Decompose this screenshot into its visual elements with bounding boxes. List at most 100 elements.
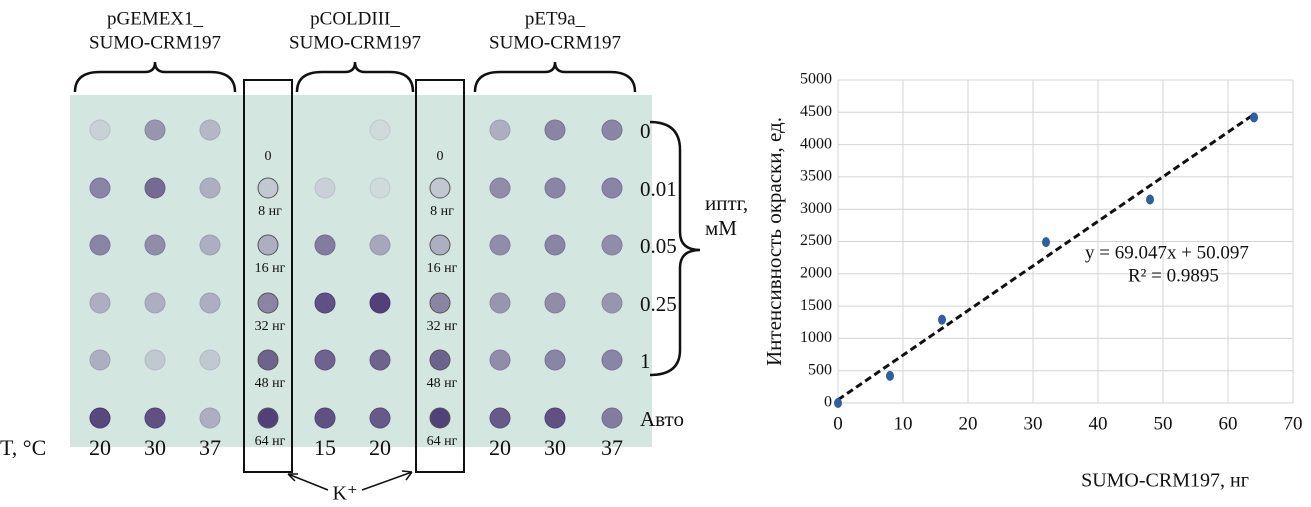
standard-label: 48 нг [427,376,458,391]
dot [370,293,390,313]
y-axis-label: Интенсивность окраски, ед. [762,117,786,366]
dot [90,408,110,428]
dot [490,120,510,140]
x-tick-label: 20 [959,413,978,434]
dot [545,178,565,198]
dot [545,408,565,428]
dot [315,293,335,313]
dot [545,350,565,370]
dot [490,235,510,255]
y-tick-label: 1500 [800,297,832,314]
y-tick-label: 4500 [800,103,832,120]
group-label: SUMO-CRM197 [89,32,221,53]
dot [602,408,622,428]
iptg-row-label: 1 [640,349,651,373]
dot [200,178,220,198]
dot [258,408,278,428]
dot [145,350,165,370]
dot [315,235,335,255]
dot [315,178,335,198]
dot [370,235,390,255]
standard-label: 32 нг [427,319,458,334]
figure: pGEMEX1_SUMO-CRM197203037pCOLDIII_SUMO-C… [0,0,1311,507]
standard-label: 8 нг [258,204,282,219]
x-tick-label: 10 [894,413,913,434]
x-tick-label: 50 [1154,413,1173,434]
dot [490,178,510,198]
temp-label: T, °C [0,435,46,460]
standard-label: 8 нг [430,204,454,219]
dot [145,408,165,428]
trendline-r2: R² = 0.9895 [1128,265,1219,286]
x-tick-label: 0 [833,413,843,434]
standard-label: 64 нг [427,434,458,449]
dot [258,178,278,198]
dot [490,293,510,313]
dot [602,235,622,255]
dot [200,408,220,428]
arrow [362,471,412,490]
y-tick-label: 5000 [800,71,832,88]
iptg-row-label: 0.05 [640,234,677,258]
dot [430,178,450,198]
x-tick-label: 30 [1024,413,1043,434]
x-tick-label: 70 [1284,413,1303,434]
dot [430,293,450,313]
standard-label: 64 нг [255,434,286,449]
dot [90,350,110,370]
y-tick-label: 500 [808,361,832,378]
dot [430,408,450,428]
dot [315,350,335,370]
group-label: pCOLDIII_ [310,8,400,29]
iptg-label: мМ [705,216,737,240]
control-label: K⁺ [333,483,358,505]
dot [145,235,165,255]
standard-label: 0 [265,149,272,164]
dot [145,293,165,313]
point [886,371,894,381]
dot [200,235,220,255]
dot [90,293,110,313]
dot [200,120,220,140]
temperature: 20 [89,435,111,460]
dot [90,120,110,140]
dot [602,293,622,313]
temperature: 30 [544,435,566,460]
brace [75,62,235,92]
x-axis-label: SUMO-CRM197, нг [1081,470,1249,492]
dot [370,120,390,140]
dot [490,408,510,428]
temperature: 20 [369,435,391,460]
dot [258,350,278,370]
y-tick-label: 1000 [800,329,832,346]
dot [315,408,335,428]
dot [90,178,110,198]
dot [602,120,622,140]
dot [200,350,220,370]
group-label: SUMO-CRM197 [489,32,621,53]
dot [370,178,390,198]
dot [200,293,220,313]
dot [370,350,390,370]
point [1250,112,1258,122]
x-tick-label: 40 [1089,413,1108,434]
dot [490,350,510,370]
dot [370,408,390,428]
point [1042,237,1050,247]
temperature: 30 [144,435,166,460]
dot [545,293,565,313]
dot [145,120,165,140]
arrow [288,474,328,490]
group-label: SUMO-CRM197 [289,32,421,53]
blot-membrane [70,95,652,447]
y-tick-label: 3500 [800,168,832,185]
dot [430,235,450,255]
standard-label: 0 [437,149,444,164]
standard-label: 16 нг [427,261,458,276]
point [834,398,842,408]
point [1146,195,1154,205]
dot [602,178,622,198]
dot [545,235,565,255]
temperature: 37 [199,435,221,460]
dot [258,293,278,313]
